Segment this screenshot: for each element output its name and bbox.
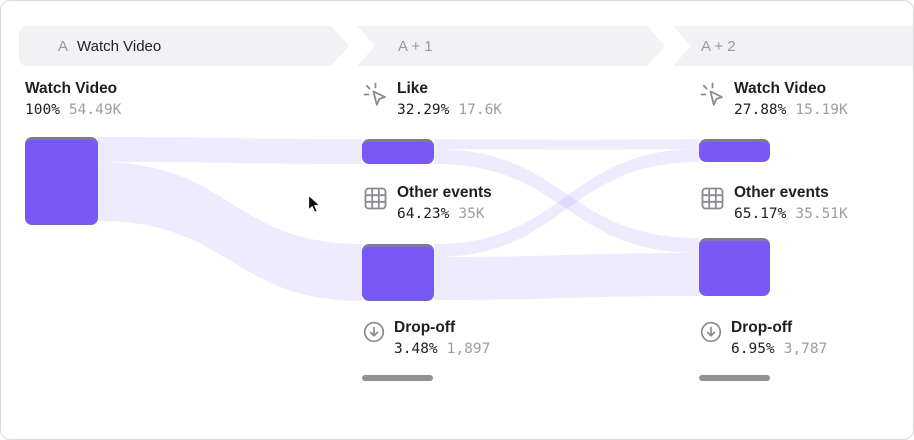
step-label: Watch Video	[77, 37, 162, 55]
entry-count: 17.6K	[458, 102, 503, 118]
entry-percent: 3.48%	[394, 341, 438, 357]
entry-title: Drop-off	[394, 319, 456, 336]
entry-title: Watch Video	[734, 80, 827, 97]
node-a1-other-events[interactable]	[362, 244, 434, 301]
mouse-cursor	[307, 194, 325, 216]
grid-icon	[362, 185, 389, 212]
drop-off-bar-a1	[362, 375, 433, 381]
entry-count: 35.51K	[795, 206, 848, 222]
entry-count: 3,787	[783, 341, 828, 357]
entry-percent: 100%	[25, 102, 60, 118]
node-a2-other-events[interactable]	[699, 238, 770, 296]
flow-watchvideo-to-otherevents[interactable]	[98, 162, 362, 301]
click-icon	[362, 81, 389, 108]
entry-title: Drop-off	[731, 319, 793, 336]
flow-like-to-otherevents2[interactable]	[434, 149, 699, 253]
step-label: A + 1	[398, 37, 433, 55]
step-badge: A	[58, 37, 69, 55]
node-a2-watch-video[interactable]	[699, 139, 770, 162]
entry-a2-other-events[interactable]: Other events 65.17% 35.51K	[699, 183, 848, 223]
entry-count: 54.49K	[68, 102, 122, 118]
entry-a1-other-events[interactable]: Other events 64.23% 35K	[362, 183, 492, 223]
entry-a2-drop-off[interactable]: Drop-off 6.95% 3,787	[699, 318, 827, 358]
step-header-a2[interactable]: A + 2	[673, 26, 913, 66]
step-label: A + 2	[701, 37, 736, 55]
node-a-watch-video[interactable]	[25, 137, 98, 225]
entry-count: 35K	[458, 206, 485, 222]
entry-count: 15.19K	[795, 102, 848, 118]
click-icon	[699, 81, 726, 108]
entry-percent: 6.95%	[731, 341, 775, 357]
entry-a2-watch-video[interactable]: Watch Video 27.88% 15.19K	[699, 79, 848, 119]
grid-icon	[699, 185, 726, 212]
entry-count: 1,897	[446, 341, 491, 357]
drop-off-bar-a2	[699, 375, 770, 381]
entry-percent: 27.88%	[734, 102, 787, 118]
node-a1-like[interactable]	[362, 139, 434, 164]
entry-a-watch-video[interactable]: Watch Video 100% 54.49K	[25, 79, 121, 119]
flow-otherevents-to-otherevents2[interactable]	[434, 253, 699, 300]
entry-percent: 65.17%	[734, 206, 787, 222]
entry-title: Other events	[734, 184, 829, 201]
entry-percent: 32.29%	[397, 102, 450, 118]
drop-off-icon	[699, 320, 723, 344]
drop-off-icon	[362, 320, 386, 344]
step-header-a1[interactable]: A + 1	[357, 26, 665, 66]
flow-like-to-watchvideo2[interactable]	[434, 139, 699, 150]
entry-title: Like	[397, 80, 429, 97]
flow-otherevents-to-watchvideo2[interactable]	[434, 149, 699, 257]
entry-a1-like[interactable]: Like 32.29% 17.6K	[362, 79, 502, 119]
entry-percent: 64.23%	[397, 206, 450, 222]
entry-a1-drop-off[interactable]: Drop-off 3.48% 1,897	[362, 318, 490, 358]
step-header-a[interactable]: A Watch Video	[19, 26, 349, 66]
entry-title: Watch Video	[25, 80, 118, 97]
entry-title: Other events	[397, 184, 492, 201]
flow-watchvideo-to-like[interactable]	[98, 137, 362, 164]
